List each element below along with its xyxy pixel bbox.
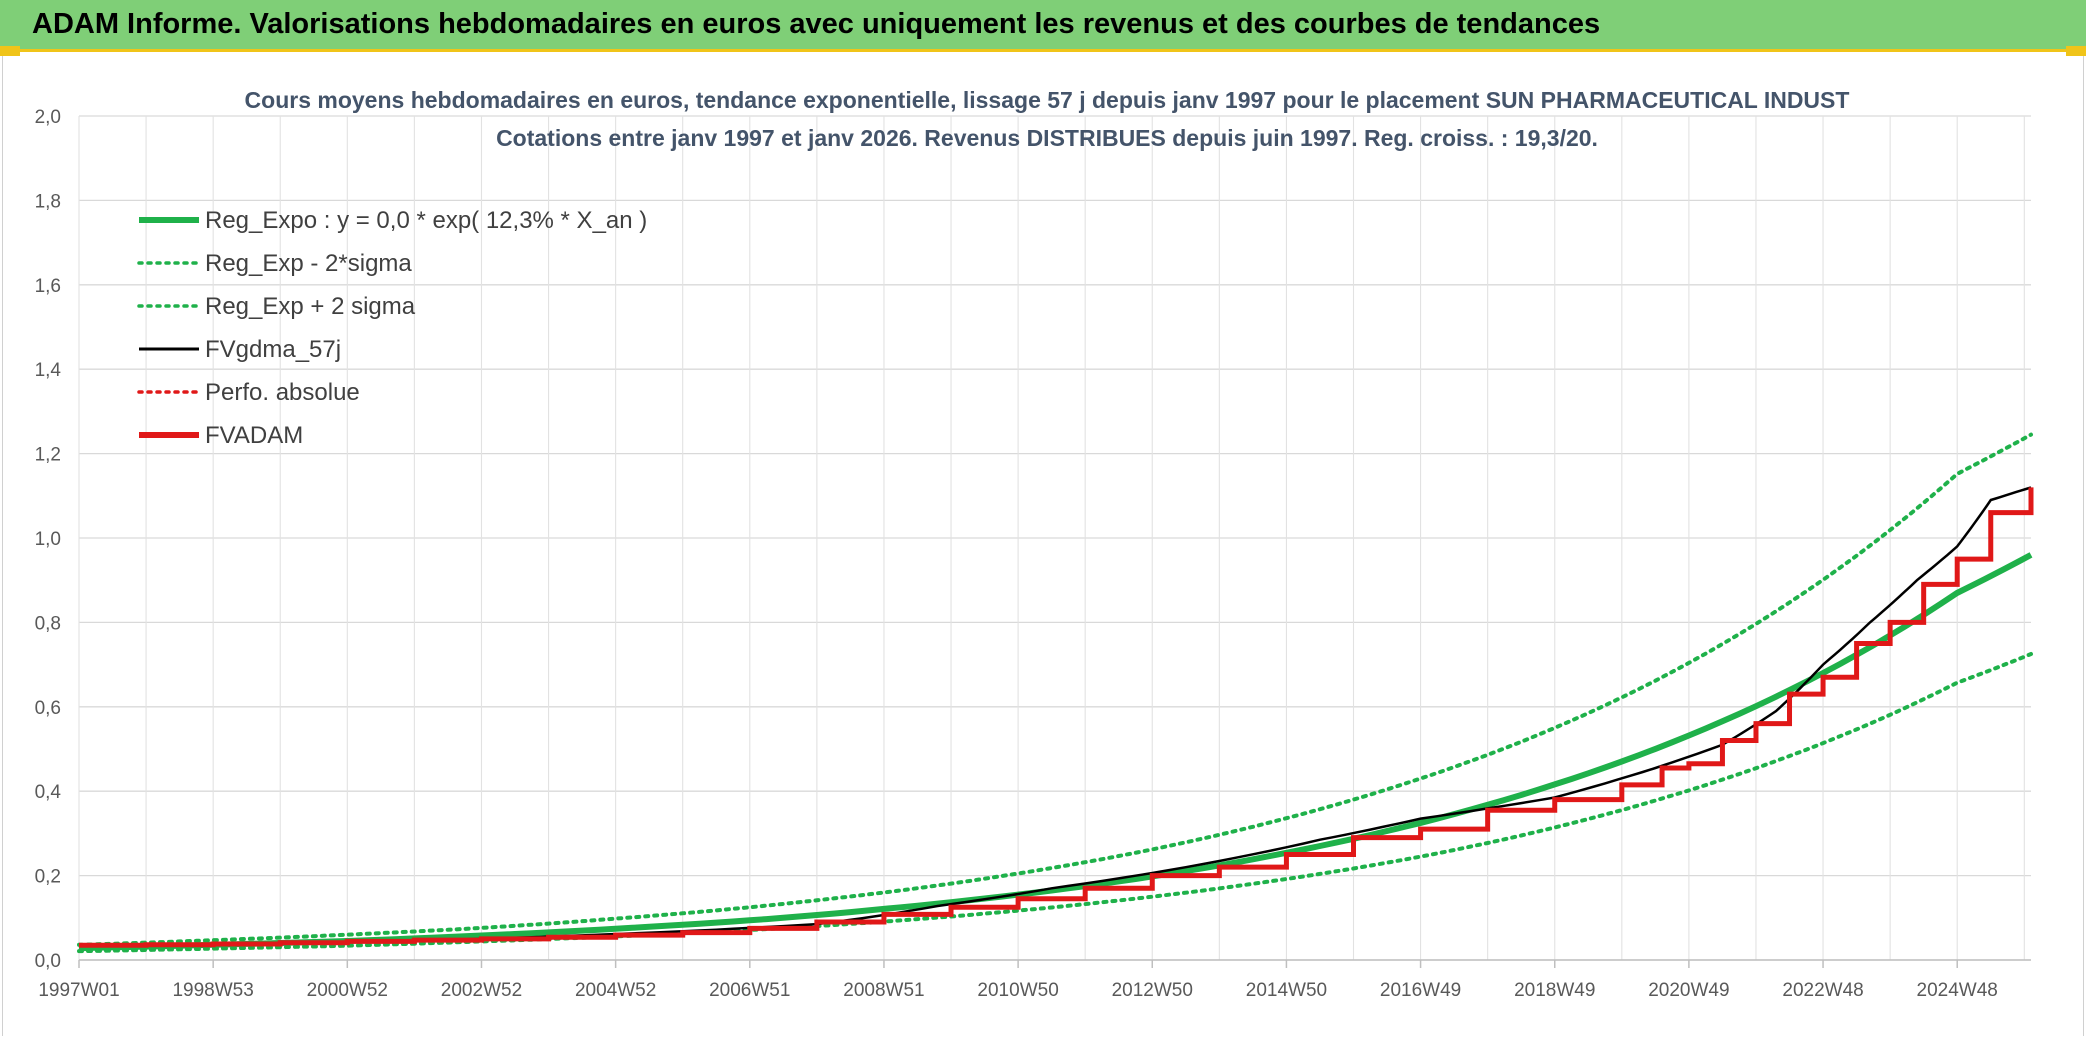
y-tick-label: 2,0 — [35, 107, 61, 128]
legend-label: Reg_Exp - 2*sigma — [205, 250, 412, 277]
chart: 0,0 0,2 0,4 0,6 0,8 1,0 1,2 1,4 1,6 1,8 2,0 1997W0… — [35, 87, 2034, 1001]
x-tick-label: 2012W50 — [1112, 980, 1193, 1001]
chart-legend: Reg_Expo : y = 0,0 * exp( 12,3% * X_an )… — [137, 207, 647, 449]
x-tick-label: 1998W53 — [172, 980, 253, 1001]
y-tick-label: 0,6 — [35, 698, 61, 719]
x-tick-label: 2008W51 — [843, 980, 924, 1001]
report-header: ADAM Informe. Valorisations hebdomadaire… — [0, 0, 2086, 52]
report-title: ADAM Informe. Valorisations hebdomadaire… — [32, 8, 1601, 40]
y-axis: 0,0 0,2 0,4 0,6 0,8 1,0 1,2 1,4 1,6 1,8 2,0 — [35, 107, 62, 972]
y-tick-label: 0,8 — [35, 613, 61, 634]
y-tick-label: 1,8 — [35, 191, 61, 212]
series-line-1 — [77, 652, 2033, 954]
x-tick-label: 2004W52 — [575, 980, 656, 1001]
y-tick-label: 0,4 — [35, 782, 62, 803]
legend-label: FVgdma_57j — [205, 336, 341, 363]
legend-label: Reg_Exp + 2 sigma — [205, 293, 416, 320]
legend-label: Perfo. absolue — [205, 379, 360, 406]
chart-title: Cours moyens hebdomadaires en euros, ten… — [245, 87, 1850, 113]
chart-subtitle: Cotations entre janv 1997 et janv 2026. … — [496, 125, 1598, 151]
chart-series — [77, 432, 2034, 954]
x-tick-label: 2014W50 — [1246, 980, 1327, 1001]
x-tick-label: 2020W49 — [1648, 980, 1729, 1001]
y-tick-label: 1,0 — [35, 529, 61, 550]
x-tick-label: 2016W49 — [1380, 980, 1461, 1001]
x-tick-label: 2024W48 — [1917, 980, 1998, 1001]
x-tick-label: 2006W51 — [709, 980, 790, 1001]
chart-frame: 0,0 0,2 0,4 0,6 0,8 1,0 1,2 1,4 1,6 1,8 2,0 1997W0… — [2, 56, 2084, 1036]
y-tick-label: 1,6 — [35, 276, 61, 297]
y-tick-label: 1,2 — [35, 445, 61, 466]
x-tick-label: 2018W49 — [1514, 980, 1595, 1001]
series-line-2 — [77, 432, 2033, 947]
chart-grid — [78, 115, 2031, 961]
legend-label: FVADAM — [205, 422, 303, 449]
x-tick-label: 2002W52 — [441, 980, 522, 1001]
series-line-5 — [79, 487, 2034, 948]
x-tick-label: 2000W52 — [307, 980, 388, 1001]
x-tick-label: 2022W48 — [1782, 980, 1863, 1001]
y-tick-label: 0,0 — [35, 951, 61, 972]
y-tick-label: 1,4 — [35, 360, 62, 381]
x-tick-label: 1997W01 — [38, 980, 119, 1001]
x-axis: 1997W01 1998W53 2000W52 2002W52 2004W52 2006W… — [38, 959, 2031, 1001]
header-accent-left — [0, 46, 20, 56]
legend-label: Reg_Expo : y = 0,0 * exp( 12,3% * X_an ) — [205, 207, 647, 234]
y-tick-label: 0,2 — [35, 867, 61, 888]
series-line-0 — [78, 552, 2033, 952]
header-accent-right — [2066, 46, 2086, 56]
x-tick-label: 2010W50 — [977, 980, 1058, 1001]
